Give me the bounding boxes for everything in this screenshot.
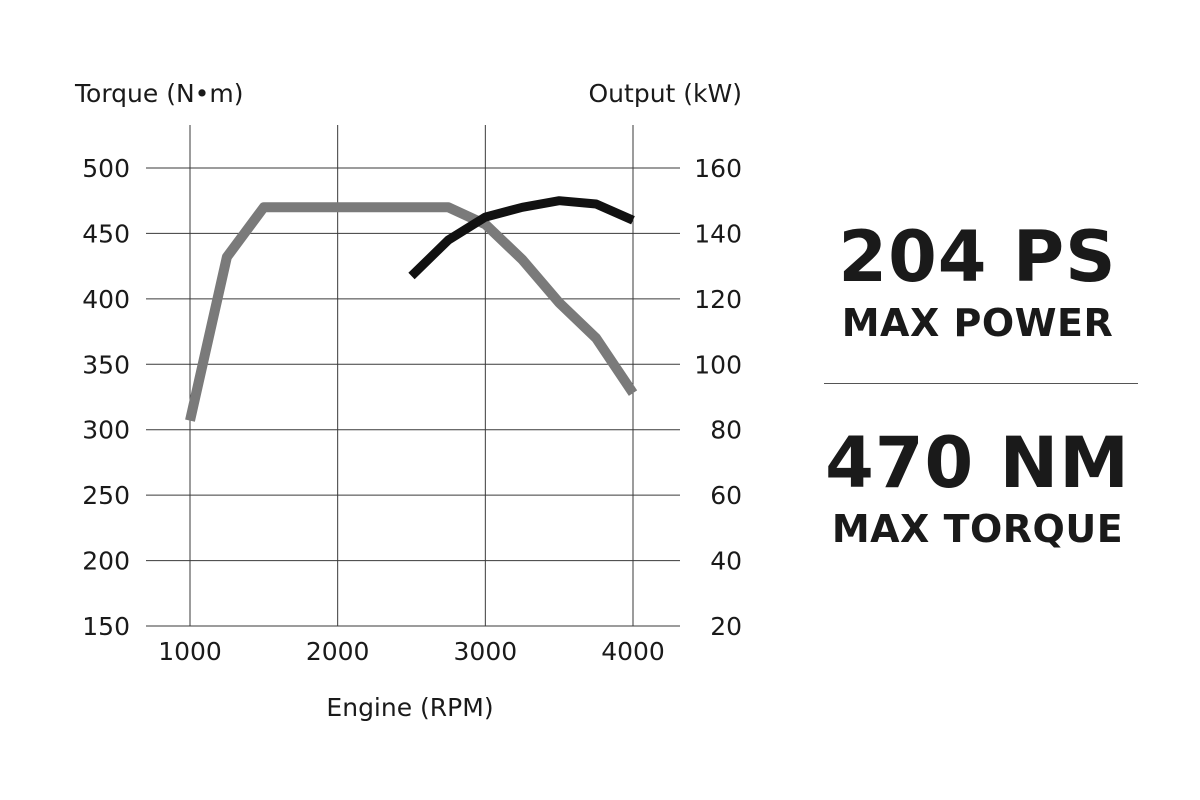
spec-divider <box>824 383 1138 384</box>
chart-series <box>185 196 638 422</box>
right-tick-label: 160 <box>694 154 742 183</box>
right-axis-title: Output (kW) <box>589 79 743 108</box>
left-tick-label: 150 <box>82 612 130 641</box>
left-tick-label: 300 <box>82 416 130 445</box>
right-tick-label: 120 <box>694 285 742 314</box>
right-tick-label: 80 <box>710 416 742 445</box>
left-tick-label: 400 <box>82 285 130 314</box>
x-tick-label: 3000 <box>454 637 518 666</box>
x-tick-label: 1000 <box>158 637 222 666</box>
left-axis-title: Torque (N•m) <box>74 79 244 108</box>
left-tick-label: 250 <box>82 481 130 510</box>
left-tick-label: 200 <box>82 547 130 576</box>
left-tick-label: 350 <box>82 350 130 379</box>
x-axis-title: Engine (RPM) <box>326 693 493 722</box>
max-torque-label: MAX TORQUE <box>831 507 1124 551</box>
torque-curve <box>185 202 638 422</box>
x-tick-label: 2000 <box>306 637 370 666</box>
max-torque-value: 470 NM <box>825 422 1130 504</box>
right-tick-label: 20 <box>710 612 742 641</box>
chart-grid <box>146 125 680 627</box>
x-tick-label: 4000 <box>601 637 665 666</box>
right-tick-label: 40 <box>710 547 742 576</box>
chart-ticks: 500 160 450 140 400 120 350 100 300 80 250 60 200 40 1… <box>82 154 742 666</box>
max-power-value: 204 PS <box>838 216 1117 298</box>
right-tick-label: 100 <box>694 350 742 379</box>
right-tick-label: 60 <box>710 481 742 510</box>
right-tick-label: 140 <box>694 219 742 248</box>
torque-output-chart: 500 160 450 140 400 120 350 100 300 80 250 60 200 40 1… <box>74 79 743 722</box>
max-power-label: MAX POWER <box>841 301 1114 345</box>
left-tick-label: 450 <box>82 219 130 248</box>
left-tick-label: 500 <box>82 154 130 183</box>
